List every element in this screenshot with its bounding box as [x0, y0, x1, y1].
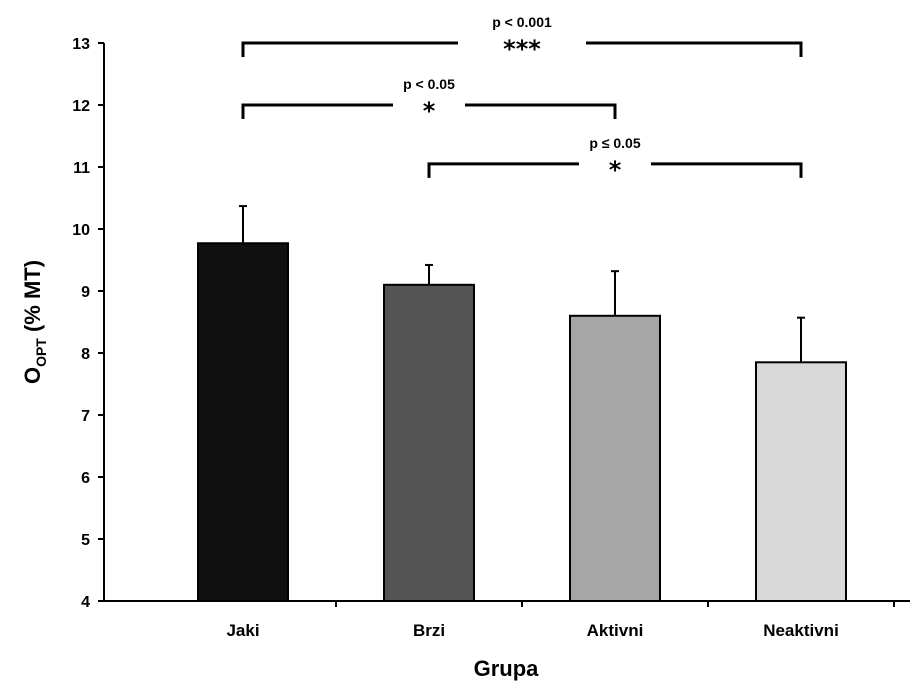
- y-tick-label: 5: [81, 532, 90, 549]
- y-tick-label: 10: [72, 222, 90, 239]
- x-axis-labels: Jaki Brzi Aktivni Neaktivni: [226, 621, 838, 640]
- p-value-label: p ≤ 0.05: [589, 135, 640, 151]
- p-value-label: p < 0.05: [403, 76, 455, 92]
- y-axis-title-main: O: [20, 367, 45, 384]
- bar-aktivni: [569, 314, 661, 602]
- p-value-label: p < 0.001: [492, 14, 552, 30]
- error-bars: [239, 205, 805, 363]
- x-category-label: Neaktivni: [763, 621, 839, 640]
- bracket-right: [465, 103, 617, 119]
- y-axis-ticks: 4 5 6 7 8 9 10 11 12 13: [72, 36, 895, 611]
- x-category-label: Jaki: [226, 621, 259, 640]
- y-tick-label: 6: [81, 470, 90, 487]
- significance-stars: *: [423, 97, 436, 125]
- bracket-left: [241, 103, 393, 119]
- bracket-left: [427, 162, 579, 178]
- bar-brzi: [383, 283, 475, 602]
- significance-stars: *: [609, 156, 622, 184]
- y-tick-label: 12: [72, 98, 90, 115]
- y-axis-title: OOPT (% MT): [20, 260, 49, 384]
- bracket-right: [651, 162, 803, 178]
- x-axis-title: Grupa: [474, 656, 540, 681]
- y-axis-title-rest: (% MT): [20, 260, 45, 338]
- y-tick-label: 9: [81, 284, 90, 301]
- x-category-label: Brzi: [413, 621, 445, 640]
- bracket-left: [241, 41, 458, 57]
- y-axis-title-subscript: OPT: [33, 338, 49, 367]
- y-tick-label: 11: [73, 160, 90, 177]
- y-tick-label: 13: [72, 36, 90, 53]
- bracket-right: [586, 41, 803, 57]
- y-tick-label: 8: [81, 346, 90, 363]
- y-tick-label: 4: [81, 594, 90, 611]
- axes: [103, 43, 910, 602]
- significance-annotations: *** p < 0.001 * p < 0.05 * p ≤ 0.05: [241, 14, 803, 184]
- y-tick-label: 7: [81, 408, 90, 425]
- significance-stars: ***: [503, 35, 541, 63]
- bar-jaki: [197, 242, 289, 602]
- x-category-label: Aktivni: [587, 621, 644, 640]
- bar-neaktivni: [755, 361, 847, 602]
- bars: [197, 242, 847, 602]
